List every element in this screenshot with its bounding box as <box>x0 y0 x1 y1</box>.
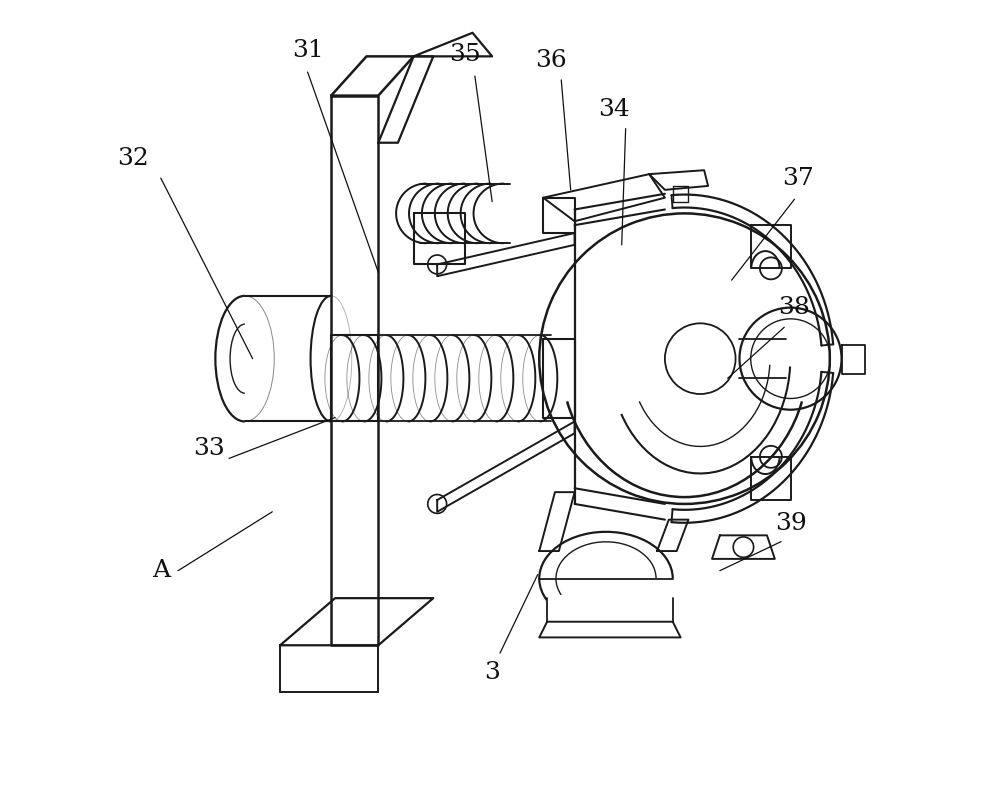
Text: 39: 39 <box>775 512 806 535</box>
Text: 32: 32 <box>117 147 149 170</box>
Text: 35: 35 <box>449 43 481 66</box>
Text: 36: 36 <box>535 49 567 72</box>
Text: 33: 33 <box>194 437 225 460</box>
Text: 37: 37 <box>783 166 814 190</box>
Text: 38: 38 <box>779 296 810 319</box>
Text: 3: 3 <box>484 661 500 684</box>
Text: 31: 31 <box>292 39 323 61</box>
Text: 34: 34 <box>598 98 630 121</box>
Text: A: A <box>152 559 170 582</box>
